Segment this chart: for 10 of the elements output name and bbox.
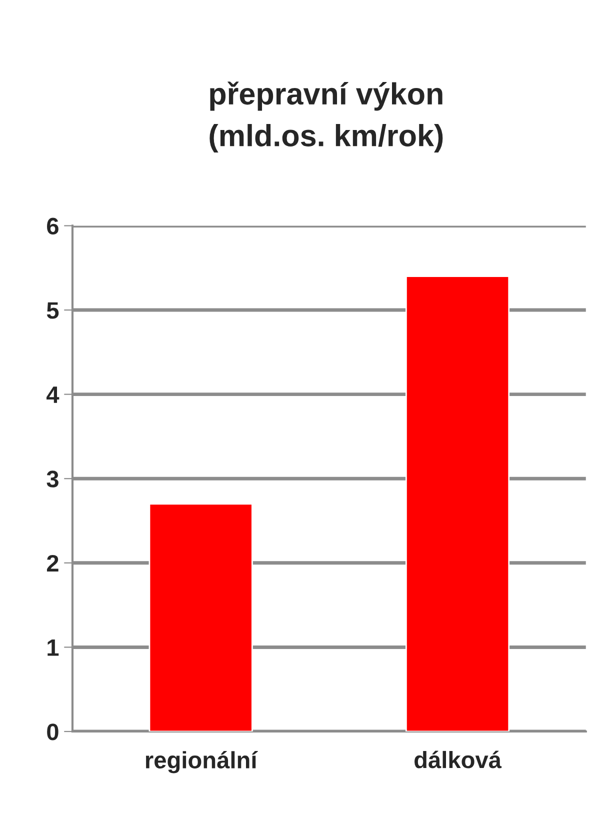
y-tick-label: 6: [47, 218, 58, 235]
x-tick-label: dálková: [414, 750, 502, 768]
chart-title: přepravní výkon (mld.os. km/rok): [210, 82, 443, 152]
y-tick-label: 2: [46, 554, 58, 572]
y-tick-label: 3: [46, 470, 58, 488]
y-tick-label: 1: [48, 640, 59, 656]
y-tick-label: 0: [47, 724, 58, 740]
y-tick-label: 5: [46, 302, 59, 319]
y-tick-label: 4: [46, 386, 60, 403]
x-tick-label: regionální: [146, 750, 258, 774]
